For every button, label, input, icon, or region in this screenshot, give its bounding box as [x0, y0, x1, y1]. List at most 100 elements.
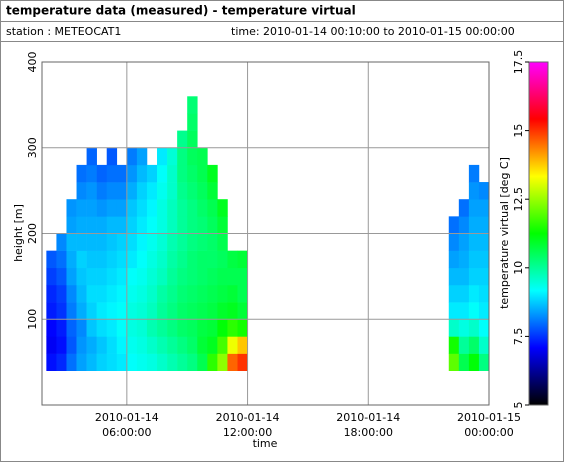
cell [46, 319, 57, 337]
cell [177, 336, 188, 354]
colorbar-tick-label: 15 [512, 124, 525, 138]
cell [468, 199, 480, 217]
cell [136, 216, 148, 234]
cell [227, 284, 238, 303]
cell [157, 302, 168, 320]
cell [86, 284, 97, 303]
cell [207, 216, 218, 234]
cell [478, 302, 490, 320]
colorbar-tick-label: 5 [512, 402, 525, 409]
cell [177, 353, 188, 371]
cell [478, 267, 490, 286]
cell [468, 284, 480, 303]
x-tick-label: 2010-01-15 [457, 411, 521, 424]
cell [86, 353, 97, 371]
cell [468, 250, 480, 269]
cell [187, 233, 198, 251]
cell [96, 199, 108, 217]
cell [187, 147, 198, 166]
cell [86, 182, 97, 200]
cell [207, 199, 218, 217]
cell [86, 216, 97, 234]
cell [76, 302, 87, 320]
cell [46, 250, 57, 269]
cell [197, 164, 208, 183]
cell [106, 353, 118, 371]
cell [187, 302, 198, 320]
cell [157, 267, 168, 286]
y-tick-label: 100 [26, 309, 39, 330]
cell [146, 182, 158, 200]
cell [167, 336, 178, 354]
cell [157, 319, 168, 337]
cell [448, 267, 460, 286]
cell [136, 199, 148, 217]
cell [76, 319, 87, 337]
cell [197, 233, 208, 251]
cell [167, 147, 178, 166]
y-tick-label: 400 [26, 52, 39, 73]
cell [126, 284, 138, 303]
cell [468, 233, 480, 251]
cell [126, 319, 138, 337]
colorbar-tick-label: 17.5 [512, 50, 525, 75]
plot-border [41, 61, 490, 406]
cell [136, 353, 148, 371]
cell [86, 147, 97, 166]
cell [167, 164, 178, 183]
cell [458, 353, 470, 371]
cell [197, 250, 208, 269]
cell [458, 199, 470, 217]
cell [217, 267, 228, 286]
cell [96, 319, 108, 337]
cell [146, 284, 158, 303]
cell [66, 199, 77, 217]
cell [187, 96, 198, 114]
cell [146, 353, 158, 371]
cell [106, 216, 118, 234]
cell [96, 250, 108, 269]
cell [116, 319, 128, 337]
cell [478, 284, 490, 303]
cell [76, 199, 87, 217]
cell [86, 267, 97, 286]
cell [66, 284, 77, 303]
cell [187, 353, 198, 371]
cell [227, 319, 238, 337]
cell [197, 319, 208, 337]
cell [76, 267, 87, 286]
cell [106, 250, 118, 269]
cell [167, 353, 178, 371]
cell [177, 216, 188, 234]
cell [227, 336, 238, 354]
cell [197, 302, 208, 320]
cell [66, 233, 77, 251]
cell [86, 250, 97, 269]
cell [187, 336, 198, 354]
cell [96, 267, 108, 286]
cell [126, 336, 138, 354]
cell [116, 284, 128, 303]
cell [126, 199, 138, 217]
cell [478, 250, 490, 269]
cell [56, 267, 67, 286]
cell [187, 199, 198, 217]
cell [448, 216, 460, 234]
cell [116, 233, 128, 251]
cell [66, 302, 77, 320]
cell [167, 216, 178, 234]
cell [76, 284, 87, 303]
cell [187, 113, 198, 131]
cell [217, 319, 228, 337]
cell [237, 267, 248, 286]
cell [468, 353, 480, 371]
cell [217, 233, 228, 251]
cell [177, 284, 188, 303]
cell [126, 353, 138, 371]
cell [177, 319, 188, 337]
cell [237, 336, 248, 354]
cell [237, 353, 248, 371]
cell [126, 164, 138, 183]
cell [468, 302, 480, 320]
